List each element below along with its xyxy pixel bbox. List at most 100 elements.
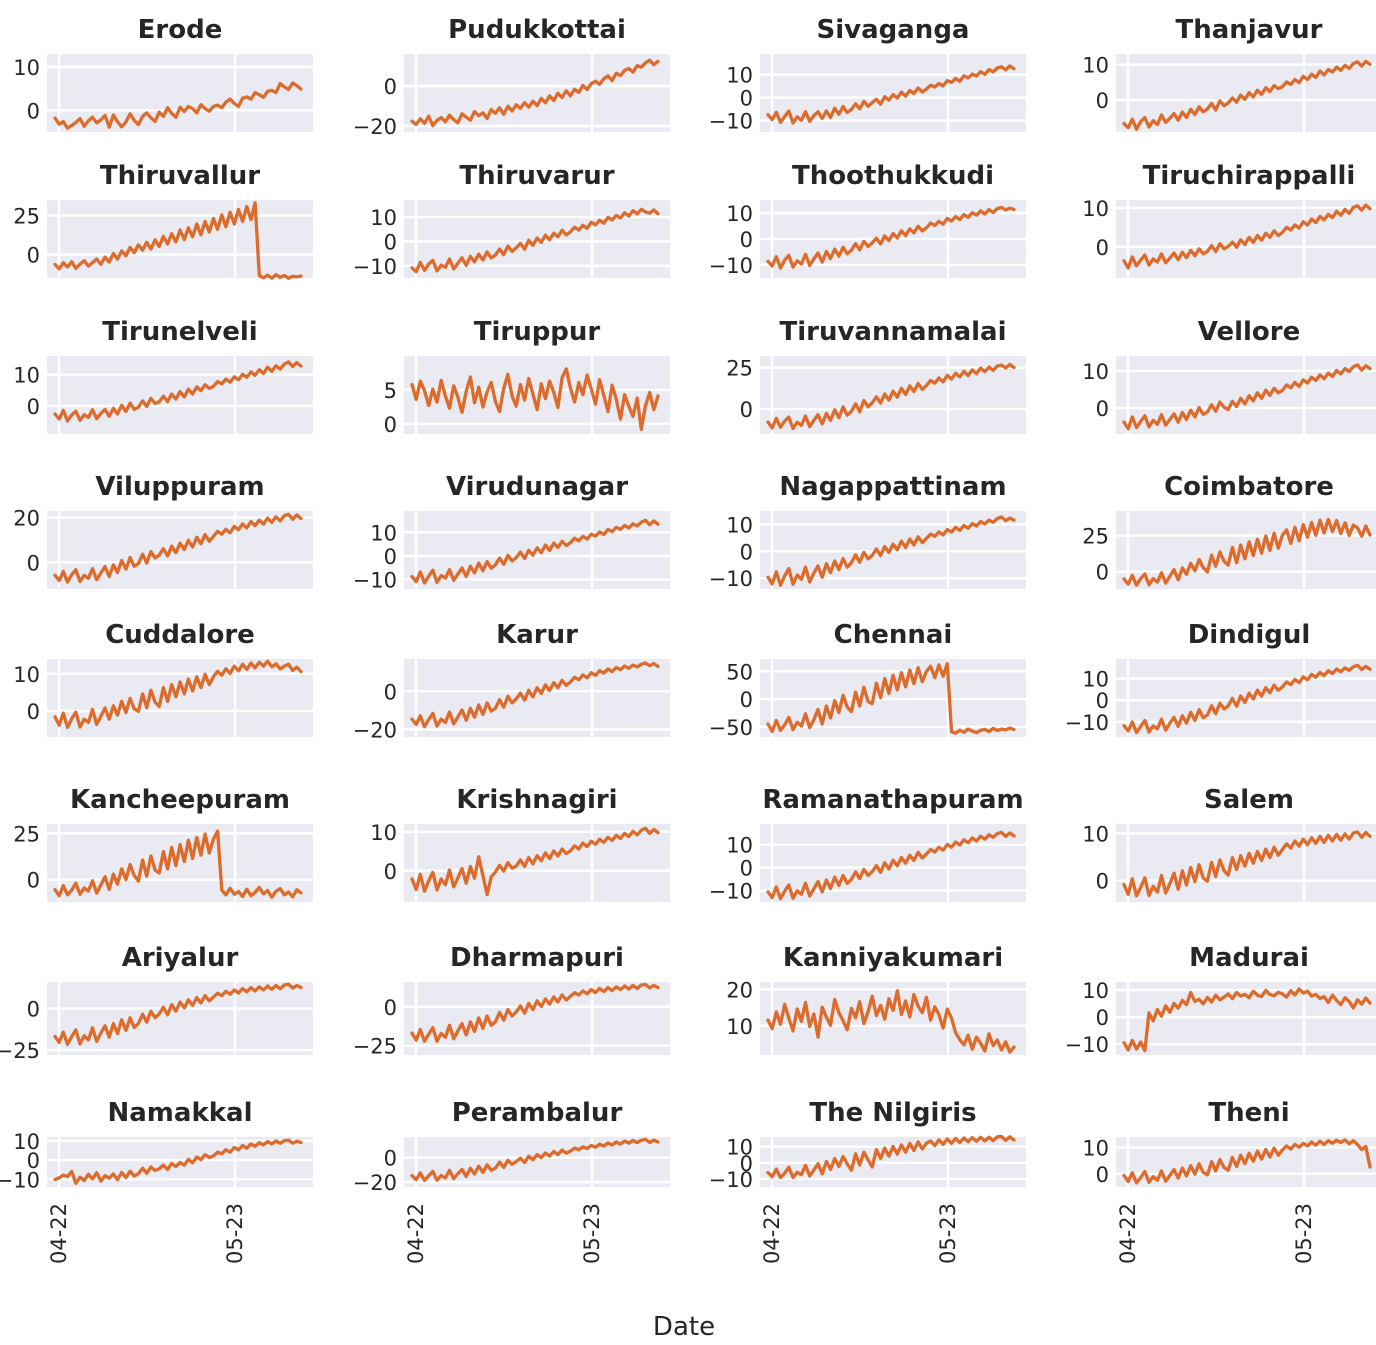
y-tick-label: 10	[726, 1136, 753, 1160]
y-tick-label: −10	[709, 880, 753, 904]
subplot: −25 0 Dharmapuri	[353, 943, 670, 1059]
y-tick-label: 0	[740, 1152, 753, 1176]
y-tick-label: 0	[27, 99, 40, 123]
y-tick-label: 10	[1082, 360, 1109, 384]
subplot-title: Thanjavur	[1175, 15, 1322, 45]
series-line	[53, 982, 303, 1047]
y-tick-label: 0	[740, 228, 753, 252]
series-line	[1122, 1138, 1372, 1185]
series-line	[410, 982, 660, 1043]
subplot-title: Kanniyakumari	[783, 943, 1003, 973]
subplot: 0 10 Salem	[1082, 785, 1376, 902]
y-tick-label: 10	[370, 821, 397, 845]
plot-area	[47, 511, 313, 589]
y-tick-label: 0	[384, 860, 397, 884]
subplot-title: Vellore	[1198, 317, 1300, 347]
series-line	[1122, 517, 1372, 587]
subplot: 0 5 Tiruppur	[384, 317, 670, 437]
series-line	[766, 205, 1016, 270]
y-tick-label: −25	[353, 1035, 397, 1059]
y-tick-label: 10	[726, 834, 753, 858]
y-tick-label: 0	[740, 540, 753, 564]
y-tick-label: −10	[709, 1168, 753, 1192]
subplot: 0 10 Tiruchirappalli	[1082, 161, 1376, 278]
subplot: −10 0 10 Madurai	[1065, 943, 1376, 1057]
subplot-title: Krishnagiri	[456, 785, 617, 815]
subplot-title: Tiruchirappalli	[1143, 161, 1356, 191]
series-line	[53, 360, 303, 423]
y-tick-label: 0	[384, 996, 397, 1020]
x-tick-label: 04-22	[47, 1203, 71, 1264]
y-tick-label: 10	[1082, 197, 1109, 221]
y-tick-label: 10	[13, 364, 40, 388]
subplot-title: Ramanathapuram	[762, 785, 1023, 815]
y-tick-label: −20	[353, 1171, 397, 1195]
series-line	[410, 207, 660, 274]
y-tick-label: 25	[13, 205, 40, 229]
subplot-grid: 010Erode−200Pudukkottai−10010Sivaganga01…	[0, 15, 1376, 1264]
y-tick-label: 0	[384, 545, 397, 569]
series-line	[53, 81, 303, 130]
plot-area	[404, 982, 670, 1055]
x-tick-label: 04-22	[1116, 1203, 1140, 1264]
series-line	[1122, 363, 1372, 431]
y-tick-label: 10	[13, 663, 40, 687]
y-tick-label: 0	[27, 395, 40, 419]
y-tick-label: 10	[370, 206, 397, 230]
subplot-title: Nagappattinam	[779, 472, 1006, 502]
subplot: 0 10 Thanjavur	[1082, 15, 1376, 132]
y-tick-label: −20	[353, 718, 397, 742]
y-tick-label: 10	[726, 1015, 753, 1039]
y-tick-label: 0	[27, 551, 40, 575]
y-tick-label: −25	[0, 1039, 40, 1063]
plot-area	[47, 824, 313, 902]
y-tick-label: 0	[27, 700, 40, 724]
y-tick-label: 20	[726, 978, 753, 1002]
y-tick-label: 10	[370, 521, 397, 545]
y-tick-label: −50	[709, 716, 753, 740]
series-line	[1122, 830, 1372, 898]
y-tick-label: −10	[1065, 711, 1109, 735]
x-tick-label: 05-23	[580, 1203, 604, 1264]
subplot-title: Tiruppur	[474, 317, 601, 347]
y-tick-label: −10	[1065, 1033, 1109, 1057]
plot-area	[47, 982, 313, 1055]
y-tick-label: 0	[1096, 89, 1109, 113]
subplot-title: Dharmapuri	[450, 943, 624, 973]
y-tick-label: 10	[1082, 668, 1109, 692]
y-tick-label: 0	[384, 230, 397, 254]
y-tick-label: 10	[1082, 979, 1109, 1003]
subplot-title: Chennai	[834, 620, 953, 650]
y-tick-label: −10	[709, 254, 753, 278]
y-tick-label: −20	[353, 115, 397, 139]
subplot-title: Tirunelveli	[102, 317, 257, 347]
plot-area	[404, 1137, 670, 1187]
subplot-title: Viluppuram	[95, 472, 264, 502]
y-tick-label: −10	[353, 255, 397, 279]
y-tick-label: 0	[740, 398, 753, 422]
series-line	[766, 1134, 1016, 1180]
y-tick-label: −10	[353, 569, 397, 593]
y-tick-label: 0	[740, 87, 753, 111]
y-tick-label: −10	[709, 567, 753, 591]
subplot-title: The Nilgiris	[809, 1098, 976, 1128]
y-tick-label: 20	[13, 507, 40, 531]
subplot-title: Karur	[496, 620, 578, 650]
y-tick-label: 10	[726, 202, 753, 226]
y-tick-label: 10	[13, 56, 40, 80]
series-line	[53, 512, 303, 584]
subplot-title: Theni	[1208, 1098, 1289, 1128]
subplot: 0 25 Kancheepuram	[13, 785, 313, 902]
y-tick-label: 0	[1096, 689, 1109, 713]
subplot-title: Kancheepuram	[70, 785, 290, 815]
y-tick-label: 0	[1096, 870, 1109, 894]
series-line	[410, 826, 660, 897]
y-tick-label: 10	[13, 1130, 40, 1154]
